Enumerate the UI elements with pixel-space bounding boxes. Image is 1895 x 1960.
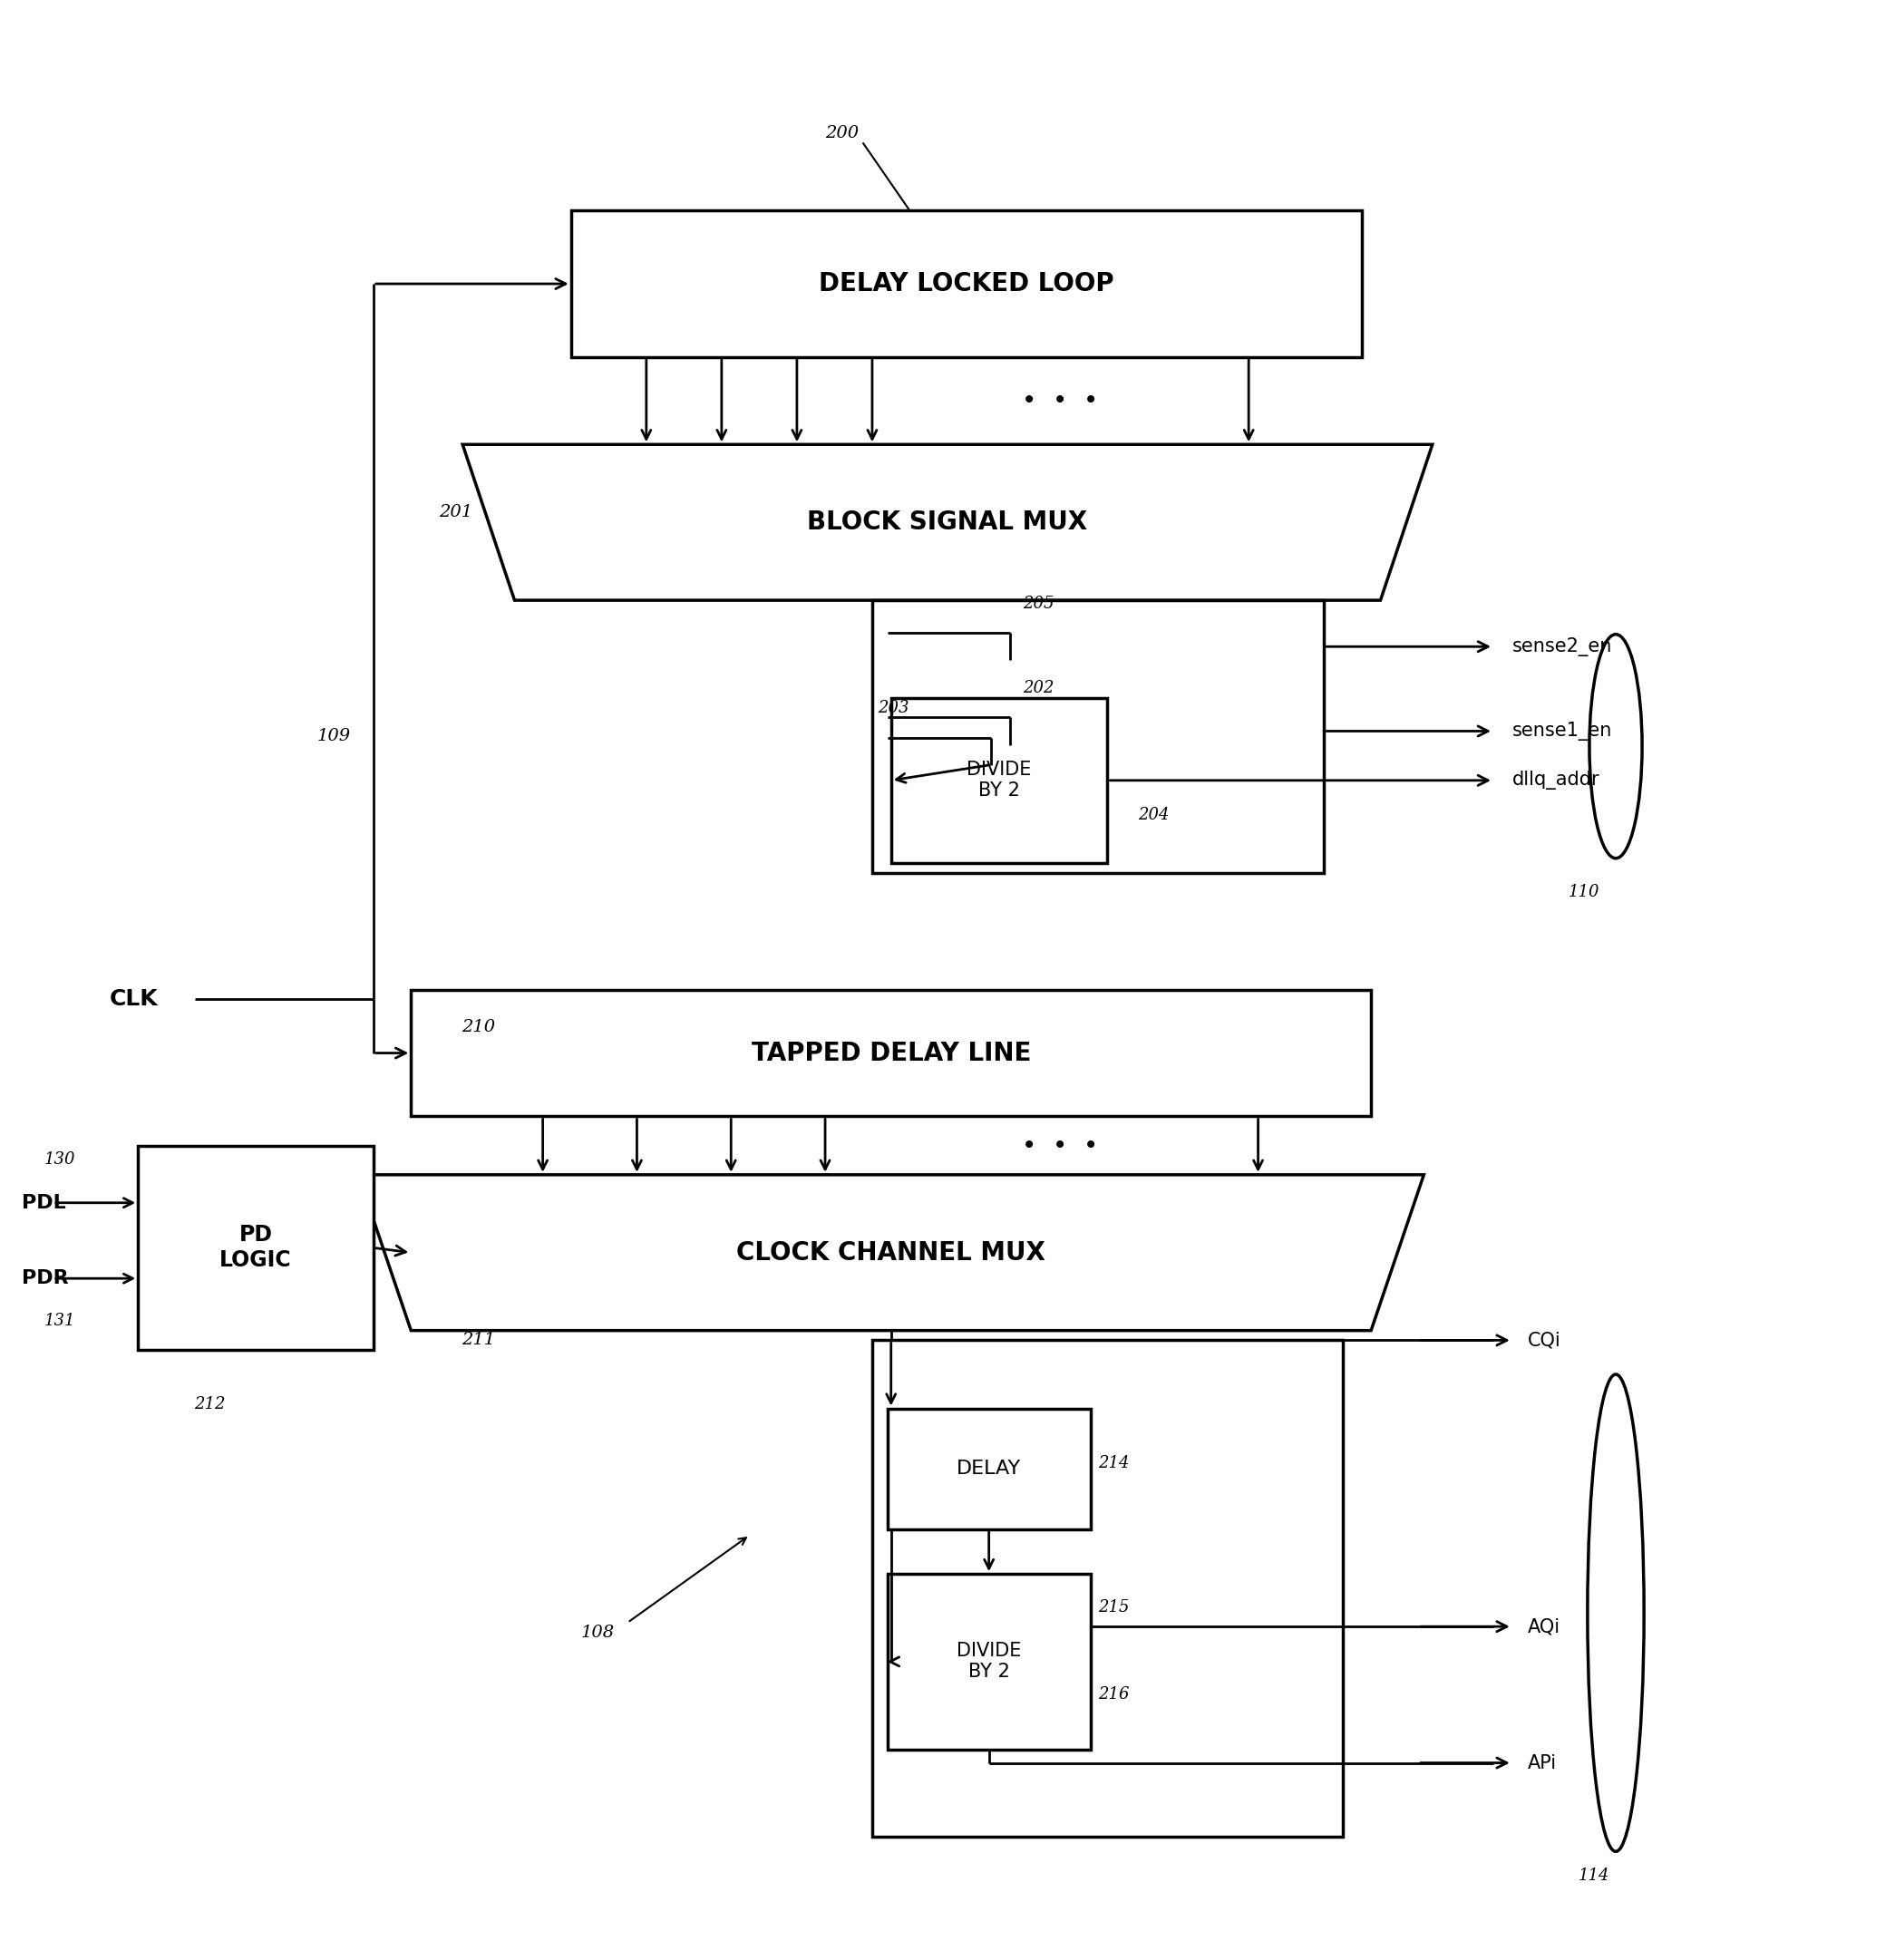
Text: DELAY: DELAY [957,1460,1021,1478]
Polygon shape [358,1174,1423,1331]
Text: 215: 215 [1097,1599,1129,1615]
Text: 110: 110 [1569,884,1599,900]
Bar [411,990,1372,1117]
Text: sense2_en: sense2_en [1512,637,1613,657]
Text: sense1_en: sense1_en [1512,721,1613,741]
Polygon shape [462,445,1433,600]
Ellipse shape [1588,1374,1645,1852]
Text: AQi: AQi [1527,1617,1560,1635]
Text: 216: 216 [1097,1686,1129,1703]
Text: CQi: CQi [1527,1331,1561,1348]
Text: 200: 200 [824,125,858,141]
Text: BLOCK SIGNAL MUX: BLOCK SIGNAL MUX [807,510,1088,535]
Ellipse shape [1590,635,1643,858]
Text: 205: 205 [1023,596,1054,612]
Bar [887,1409,1090,1529]
Text: DIVIDE
BY 2: DIVIDE BY 2 [966,760,1031,800]
Text: 108: 108 [580,1625,614,1641]
Text: PD
LOGIC: PD LOGIC [220,1225,292,1272]
Text: 214: 214 [1097,1454,1129,1472]
Text: •  •  •: • • • [1021,1133,1099,1158]
Text: APi: APi [1527,1754,1556,1772]
Text: 201: 201 [440,504,474,521]
Text: TAPPED DELAY LINE: TAPPED DELAY LINE [750,1041,1031,1066]
Text: 202: 202 [1023,680,1054,696]
Bar [570,212,1363,357]
Text: DIVIDE
BY 2: DIVIDE BY 2 [957,1642,1021,1682]
Bar [887,1574,1090,1748]
Text: •  •  •: • • • [1021,388,1099,414]
Text: PDL: PDL [21,1194,66,1211]
Text: 203: 203 [877,700,910,717]
Text: CLK: CLK [110,988,159,1009]
Text: CLOCK CHANNEL MUX: CLOCK CHANNEL MUX [737,1241,1046,1266]
Bar [872,1341,1344,1837]
Text: 109: 109 [316,729,351,745]
Text: 210: 210 [462,1019,495,1035]
Text: 131: 131 [44,1313,76,1329]
Text: 130: 130 [44,1152,76,1168]
Text: 211: 211 [462,1333,495,1348]
Bar [138,1145,373,1350]
Text: 114: 114 [1579,1868,1609,1884]
Bar [891,698,1107,862]
Text: 204: 204 [1137,808,1169,823]
Text: DELAY LOCKED LOOP: DELAY LOCKED LOOP [819,270,1114,296]
Text: 212: 212 [195,1396,226,1413]
Bar [872,600,1325,872]
Text: PDR: PDR [21,1270,68,1288]
Text: dllq_addr: dllq_addr [1512,770,1599,790]
